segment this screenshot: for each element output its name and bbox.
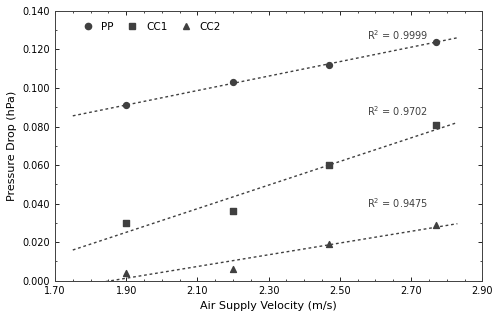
Legend: PP, CC1, CC2: PP, CC1, CC2 <box>73 17 225 36</box>
Text: R$^2$ = 0.9475: R$^2$ = 0.9475 <box>366 197 428 211</box>
Point <box>325 241 333 246</box>
Point <box>432 222 440 227</box>
Point <box>432 39 440 44</box>
Y-axis label: Pressure Drop (hPa): Pressure Drop (hPa) <box>7 91 17 201</box>
Point <box>229 209 237 214</box>
Point <box>122 103 130 108</box>
Text: R$^2$ = 0.9999: R$^2$ = 0.9999 <box>366 28 428 42</box>
Point <box>432 122 440 127</box>
Point <box>122 220 130 225</box>
X-axis label: Air Supply Velocity (m/s): Air Supply Velocity (m/s) <box>200 301 337 311</box>
Point <box>325 62 333 67</box>
Text: R$^2$ = 0.9702: R$^2$ = 0.9702 <box>366 104 428 118</box>
Point <box>325 162 333 168</box>
Point <box>122 270 130 275</box>
Point <box>229 80 237 85</box>
Point <box>229 266 237 272</box>
